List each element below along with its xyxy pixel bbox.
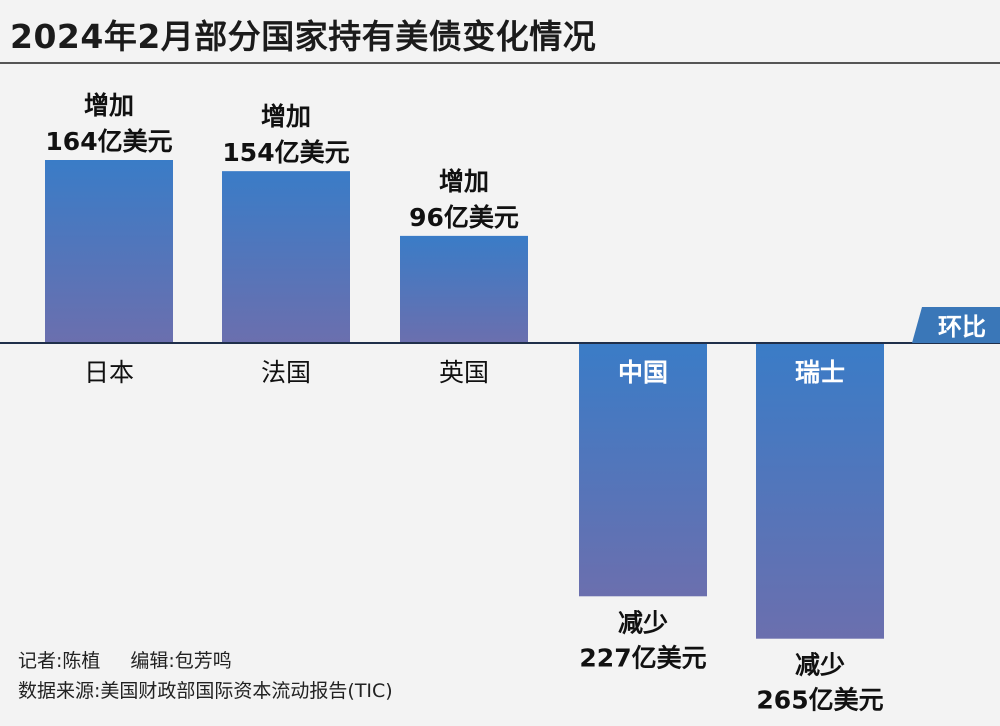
data-label-direction: 增加 (84, 91, 134, 120)
data-label-direction: 增加 (261, 102, 311, 131)
reporter-credit: 记者:陈植 (18, 650, 101, 672)
chart-title: 2024年2月部分国家持有美债变化情况 (10, 17, 597, 56)
bar-2 (222, 171, 350, 343)
data-label-value: 96亿美元 (409, 203, 519, 232)
baseline-tag-shape (912, 307, 1000, 343)
category-label: 瑞士 (795, 358, 845, 387)
category-label: 法国 (261, 358, 311, 387)
bar-5 (756, 343, 884, 639)
data-label-value: 154亿美元 (222, 138, 349, 167)
editor-credit: 编辑:包芳鸣 (130, 650, 232, 672)
category-label: 日本 (84, 358, 134, 387)
bar-1 (45, 160, 173, 343)
category-label: 英国 (439, 358, 489, 387)
title-divider (0, 62, 1000, 64)
category-label: 中国 (618, 358, 668, 387)
source-note: 数据来源:美国财政部国际资本流动报告(TIC) (18, 680, 393, 702)
credits-line: 记者:陈植 编辑:包芳鸣 (18, 646, 232, 673)
data-label-value: 227亿美元 (579, 643, 706, 672)
data-label-value: 164亿美元 (45, 127, 172, 156)
data-label-direction: 减少 (618, 608, 668, 637)
bar-3 (400, 235, 528, 343)
baseline-tag-label: 环比 (938, 313, 986, 341)
data-label-value: 265亿美元 (756, 686, 883, 715)
data-label-direction: 减少 (795, 651, 845, 680)
data-label-direction: 增加 (439, 167, 489, 196)
bar-4 (579, 343, 707, 597)
